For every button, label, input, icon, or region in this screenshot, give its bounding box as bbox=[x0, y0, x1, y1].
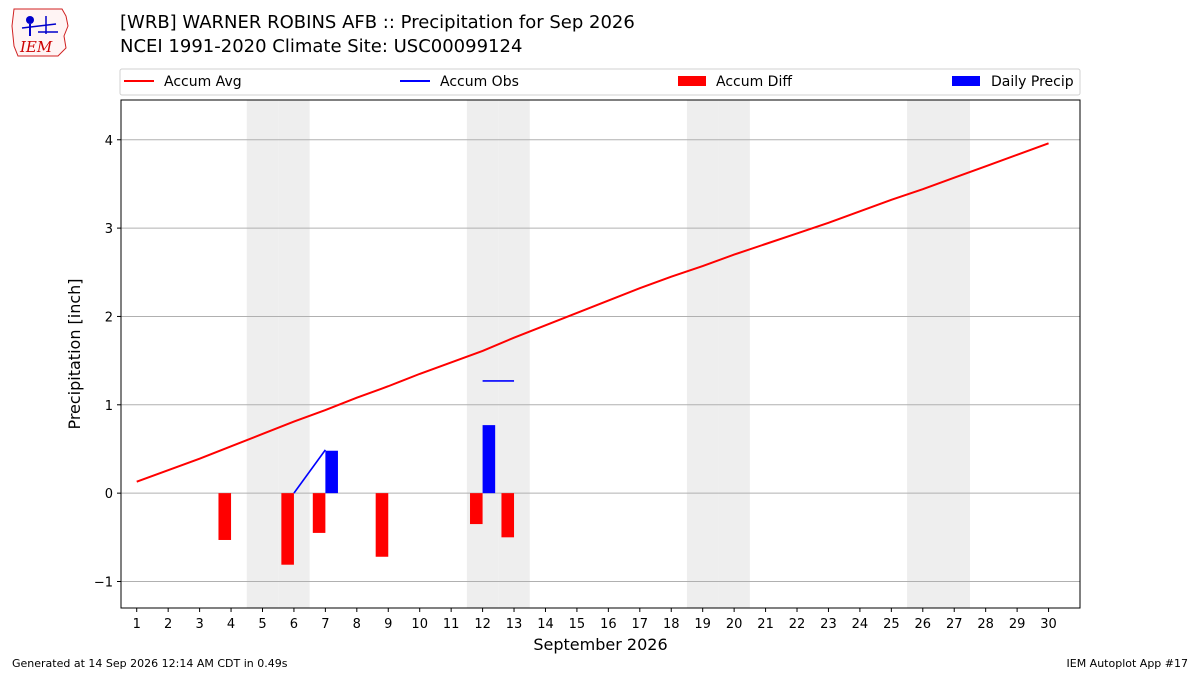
logo-text: IEM bbox=[19, 38, 53, 56]
daily-precip-bars bbox=[325, 425, 496, 494]
accum-diff-bar-day-13 bbox=[501, 493, 515, 538]
iem-logo-graphic: IEM bbox=[11, 8, 69, 57]
xtick-label: 10 bbox=[411, 617, 428, 632]
weekend-band-5 bbox=[246, 100, 279, 608]
xtick-label: 12 bbox=[474, 617, 491, 632]
x-axis-ticks: 1 2 3 4 5 6 7 8 9 10 11 12 13 14 15 16 17 18 19 20 21 22 23 24 2… bbox=[133, 608, 1057, 632]
accum-diff-bar-day-12 bbox=[470, 493, 483, 525]
y-axis-label: Precipitation [inch] bbox=[65, 278, 84, 429]
xtick-label: 2 bbox=[164, 617, 172, 632]
x-axis-label: September 2026 bbox=[533, 635, 667, 654]
ytick-label: 0 bbox=[105, 487, 113, 502]
ytick-label: 1 bbox=[105, 399, 113, 414]
accum-diff-bar-day-9 bbox=[375, 493, 389, 557]
accum-diff-bar-day-6 bbox=[281, 493, 294, 565]
plot-frame bbox=[120, 99, 1081, 609]
legend-swatch-3 bbox=[678, 76, 706, 86]
xtick-label: 7 bbox=[321, 617, 329, 632]
xtick-label: 14 bbox=[537, 617, 554, 632]
generated-timestamp: Generated at 14 Sep 2026 12:14 AM CDT in… bbox=[12, 657, 288, 670]
chart-subtitle: NCEI 1991-2020 Climate Site: USC00099124 bbox=[120, 36, 523, 57]
xtick-label: 4 bbox=[227, 617, 235, 632]
iem-logo: IEM bbox=[8, 6, 72, 60]
accum-diff-bars bbox=[218, 493, 515, 565]
accum-avg-series bbox=[136, 142, 1049, 483]
xtick-label: 23 bbox=[820, 617, 837, 632]
legend-label: Accum Obs bbox=[440, 74, 519, 90]
weekend-band-20 bbox=[718, 100, 750, 608]
legend: Accum Avg Accum Obs Accum Diff Daily Precip bbox=[119, 68, 1081, 96]
xtick-label: 25 bbox=[883, 617, 900, 632]
weekend-band-26 bbox=[907, 100, 939, 608]
xtick-label: 19 bbox=[694, 617, 711, 632]
xtick-label: 11 bbox=[443, 617, 460, 632]
daily-precip-bar-day-12 bbox=[482, 425, 496, 494]
legend-label: Accum Avg bbox=[164, 74, 242, 90]
xtick-label: 26 bbox=[915, 617, 932, 632]
weekend-shading bbox=[246, 100, 970, 608]
ytick-label: 3 bbox=[105, 222, 113, 237]
ytick-label: 4 bbox=[105, 134, 113, 149]
legend-box bbox=[119, 68, 1081, 96]
xtick-label: 27 bbox=[946, 617, 963, 632]
grid-lines bbox=[121, 139, 1080, 582]
xtick-label: 15 bbox=[569, 617, 586, 632]
xtick-label: 30 bbox=[1040, 617, 1057, 632]
xtick-label: 13 bbox=[506, 617, 523, 632]
xtick-label: 17 bbox=[632, 617, 649, 632]
ytick-label: 2 bbox=[105, 310, 113, 325]
legend-label: Daily Precip bbox=[991, 74, 1074, 90]
weekend-band-27 bbox=[938, 100, 970, 608]
accum-diff-bar-day-4 bbox=[218, 493, 232, 540]
daily-precip-bar-day-7 bbox=[325, 450, 338, 494]
chart-title: [WRB] WARNER ROBINS AFB :: Precipitation… bbox=[120, 12, 635, 33]
xtick-label: 24 bbox=[852, 617, 869, 632]
xtick-label: 5 bbox=[258, 617, 266, 632]
y-axis-ticks: −1 0 1 2 3 4 bbox=[94, 134, 121, 590]
app-credit: IEM Autoplot App #17 bbox=[1066, 657, 1189, 670]
xtick-label: 3 bbox=[195, 617, 203, 632]
xtick-label: 20 bbox=[726, 617, 743, 632]
accum-obs-series bbox=[293, 380, 515, 494]
xtick-label: 21 bbox=[757, 617, 774, 632]
xtick-label: 18 bbox=[663, 617, 680, 632]
xtick-label: 29 bbox=[1009, 617, 1026, 632]
legend-swatch-4 bbox=[952, 76, 980, 86]
xtick-label: 22 bbox=[789, 617, 806, 632]
accum-obs-line-segment-1 bbox=[293, 449, 327, 494]
xtick-label: 9 bbox=[384, 617, 392, 632]
xtick-label: 1 bbox=[133, 617, 141, 632]
ytick-label: −1 bbox=[94, 575, 113, 590]
xtick-label: 6 bbox=[290, 617, 298, 632]
xtick-label: 8 bbox=[353, 617, 361, 632]
xtick-label: 16 bbox=[600, 617, 617, 632]
accum-avg-line bbox=[136, 142, 1049, 483]
weekend-band-19 bbox=[686, 100, 719, 608]
legend-label: Accum Diff bbox=[716, 74, 792, 90]
xtick-label: 28 bbox=[977, 617, 994, 632]
accum-diff-bar-day-7 bbox=[312, 493, 326, 533]
